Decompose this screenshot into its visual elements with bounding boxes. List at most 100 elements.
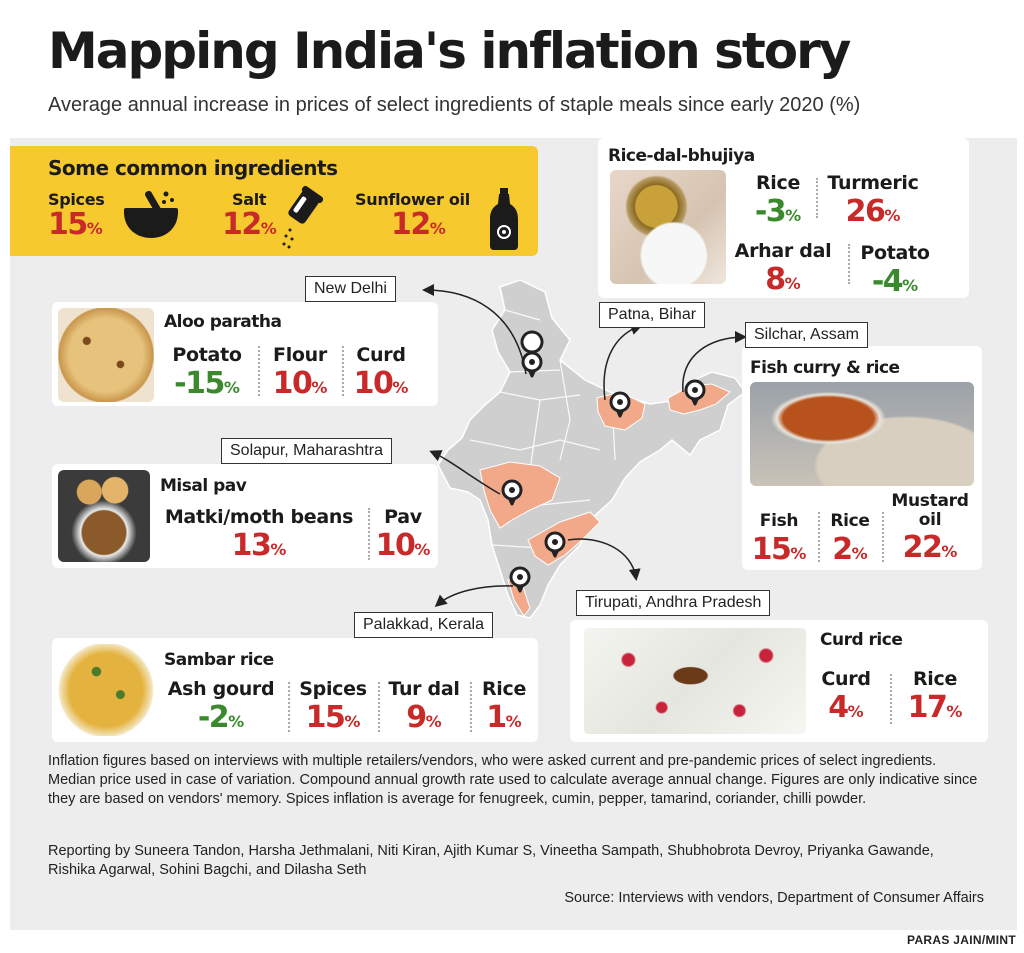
ingredient-name: Fish: [759, 511, 799, 531]
dish-title: Sambar rice: [164, 650, 274, 670]
separator: [816, 178, 818, 218]
page-subtitle: Average annual increase in prices of sel…: [48, 94, 861, 116]
location-tirupati: Tirupati, Andhra Pradesh: [576, 590, 771, 616]
footnote: Inflation figures based on interviews wi…: [48, 753, 978, 807]
ingredient-name: Potato: [860, 242, 930, 264]
page-title: Mapping India's inflation story: [48, 22, 851, 80]
ingredient-matki-moth-beans: Matki/moth beans 13%: [158, 506, 360, 568]
dish-title: Misal pav: [160, 476, 247, 496]
ingredient-value: 17%: [907, 690, 963, 725]
card-aloo-paratha: Aloo paratha Potato -15% Flour 10% Curd …: [52, 302, 438, 406]
ingredient-value: 1%: [486, 700, 522, 735]
card-curd-rice: Curd rice Curd 4% Rice 17%: [570, 620, 988, 742]
ingredient-spices: Spices 15%: [292, 678, 374, 740]
ingredient-value: 10%: [353, 366, 409, 401]
ingredient-turmeric: Turmeric 26%: [820, 172, 926, 234]
reporting-credits: Reporting by Suneera Tandon, Harsha Jeth…: [48, 843, 934, 878]
separator: [288, 682, 290, 732]
ingredient-mustard-oil: Mustard oil 22%: [886, 492, 974, 570]
ingredient-value: -4%: [871, 264, 919, 299]
ingredient-name: Rice: [755, 172, 801, 194]
ingredient-name: Rice: [481, 678, 527, 700]
rice-dal-bhujiya-photo: [610, 170, 726, 284]
dish-title: Curd rice: [820, 630, 903, 650]
ingredient-flour: Flour 10%: [262, 344, 338, 406]
common-item-value: 12%: [391, 207, 446, 242]
common-item-spices: Spices 15%: [48, 190, 105, 245]
separator: [258, 346, 260, 396]
ingredient-value: 26%: [845, 194, 901, 229]
common-item-value: 12%: [222, 207, 277, 242]
ingredient-value: 9%: [406, 700, 442, 735]
ingredient-name: Curd: [821, 668, 871, 690]
card-fish-curry-rice: Fish curry & rice Fish 15% Rice 2% Musta…: [742, 346, 982, 570]
ingredient-value: 15%: [305, 700, 361, 735]
card-misal-pav: Misal pav Matki/moth beans 13% Pav 10%: [52, 464, 438, 568]
separator: [470, 682, 472, 732]
ingredient-value: 8%: [765, 262, 801, 297]
source-note: Source: Interviews with vendors, Departm…: [564, 890, 984, 906]
dish-title: Aloo paratha: [164, 312, 282, 332]
ingredient-tur-dal: Tur dal 9%: [382, 678, 466, 740]
fish-curry-rice-photo: [750, 382, 974, 486]
mortar-pestle-icon: [124, 190, 178, 238]
ingredient-arhar-dal: Arhar dal 8%: [732, 240, 834, 302]
ingredient-value: 22%: [902, 530, 958, 565]
ingredient-rice: Rice 17%: [900, 668, 970, 730]
ingredient-name: Ash gourd: [167, 678, 275, 700]
separator: [848, 244, 850, 284]
separator: [368, 508, 370, 560]
ingredient-value: -2%: [197, 700, 245, 735]
common-ingredients-box: Some common ingredients Spices 15% Salt …: [10, 146, 538, 256]
common-ingredients-title: Some common ingredients: [48, 156, 338, 180]
location-new-delhi: New Delhi: [305, 276, 396, 302]
ingredient-name: Flour: [273, 344, 327, 366]
graphic-credit: PARAS JAIN/MINT: [907, 933, 1016, 947]
location-solapur: Solapur, Maharashtra: [221, 438, 392, 464]
ingredient-name: Pav: [384, 506, 422, 528]
ingredient-ash-gourd: Ash gourd -2%: [162, 678, 280, 740]
aloo-paratha-photo: [58, 308, 154, 402]
ingredient-rice: Rice -3%: [738, 172, 818, 234]
common-item-value: 15%: [48, 207, 103, 242]
ingredient-rice: Rice 2%: [822, 510, 878, 572]
ingredient-potato: Potato -15%: [164, 344, 250, 406]
dish-title: Rice-dal-bhujiya: [608, 146, 755, 166]
ingredient-name: Potato: [172, 344, 242, 366]
common-item-name: Salt: [232, 190, 267, 209]
separator: [818, 512, 820, 562]
location-silchar: Silchar, Assam: [745, 322, 868, 348]
ingredient-potato: Potato -4%: [854, 242, 936, 304]
ingredient-value: -3%: [754, 194, 802, 229]
separator: [342, 346, 344, 396]
ingredient-value: 4%: [828, 690, 864, 725]
ingredient-name: Mustard oil: [891, 491, 969, 530]
separator: [890, 674, 892, 724]
ingredient-curd: Curd 10%: [346, 344, 416, 406]
ingredient-pav: Pav 10%: [372, 506, 434, 568]
common-item-name: Spices: [48, 190, 105, 209]
ingredient-name: Rice: [830, 511, 870, 531]
ingredient-name: Spices: [299, 678, 367, 700]
card-sambar-rice: Sambar rice Ash gourd -2% Spices 15% Tur…: [52, 638, 538, 742]
misal-pav-photo: [58, 470, 150, 562]
dish-title: Fish curry & rice: [750, 358, 900, 378]
separator: [378, 682, 380, 732]
card-rice-dal-bhujiya: Rice-dal-bhujiya Rice -3% Turmeric 26% A…: [598, 138, 969, 299]
ingredient-name: Matki/moth beans: [164, 506, 354, 528]
ingredient-curd: Curd 4%: [814, 668, 878, 730]
location-patna: Patna, Bihar: [599, 302, 706, 328]
ingredient-name: Tur dal: [388, 678, 460, 700]
ingredient-name: Curd: [356, 344, 406, 366]
ingredient-value: 15%: [751, 532, 807, 567]
separator: [882, 512, 884, 562]
common-item-name: Sunflower oil: [355, 190, 470, 209]
location-palakkad: Palakkad, Kerala: [354, 612, 493, 638]
ingredient-value: 13%: [231, 528, 287, 563]
salt-shaker-icon: [282, 185, 324, 249]
oil-bottle-icon: [490, 188, 518, 250]
ingredient-value: 10%: [375, 528, 431, 563]
sambar-rice-photo: [58, 644, 154, 736]
curd-rice-photo: [584, 628, 806, 734]
ingredient-name: Turmeric: [827, 172, 919, 194]
